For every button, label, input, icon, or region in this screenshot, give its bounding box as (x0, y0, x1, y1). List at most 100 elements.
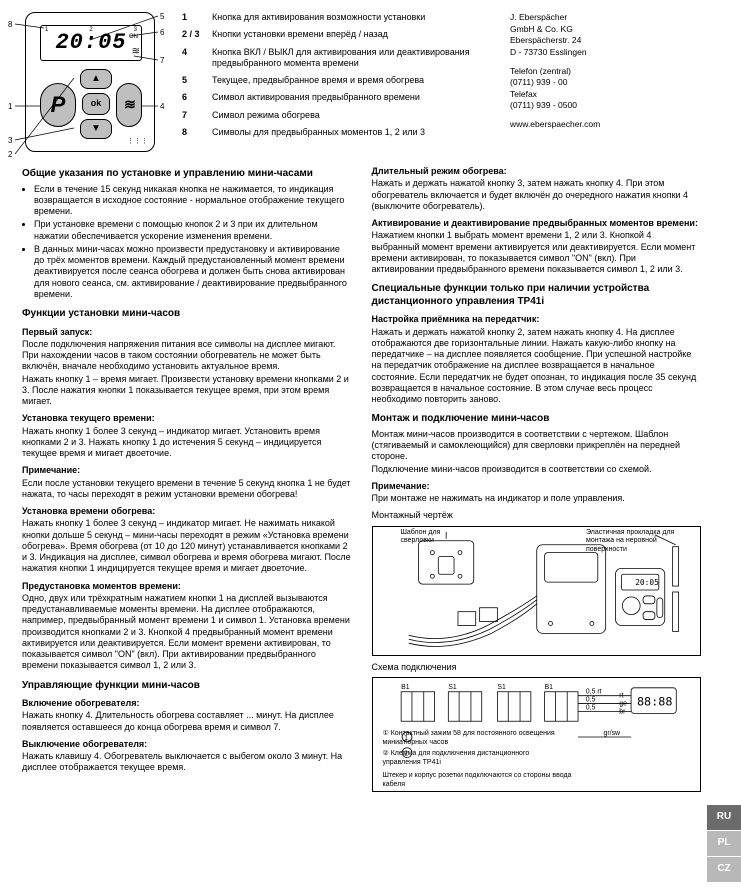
company-tel: (0711) 939 - 00 (510, 77, 730, 88)
company-web: www.eberspaecher.com (510, 119, 730, 130)
callout-1: 1 (8, 102, 12, 112)
fig-label-template: Шаблон для сверловки (401, 529, 471, 547)
callout-6: 6 (160, 28, 164, 38)
h-ctrl: Управляющие функции мини-часов (22, 680, 352, 693)
company-street: Eberspächerstr. 24 (510, 35, 730, 46)
w-ge: ge (619, 700, 627, 707)
wiring-note3: Штекер и корпус розетки подключаются со … (383, 772, 583, 790)
p-rx: Нажать и держать нажатой кнопку 2, затем… (372, 327, 702, 406)
h-first: Первый запуск: (22, 327, 352, 338)
lang-tab-ru[interactable]: RU (707, 805, 741, 830)
language-tabs: RU PL CZ (707, 805, 741, 883)
p-mount2: Подключение мини-часов производится в со… (372, 464, 702, 475)
company-name2: GmbH & Co. KG (510, 24, 730, 35)
h-funcset: Функции установки мини-часов (22, 308, 352, 321)
callout-8: 8 (8, 20, 12, 30)
callout-5: 5 (160, 12, 164, 22)
p-note2: При монтаже не нажимать на индикатор и п… (372, 493, 702, 504)
lcd-preset-1: 1 (45, 27, 48, 35)
w-05a: 0,5 (585, 696, 595, 703)
device-diagram: 1 2 3 20:05 ON ≋ P ▲ ok ▼ ≋ ⋮⋮⋮ (25, 12, 155, 152)
lang-tab-pl[interactable]: PL (707, 831, 741, 856)
legend-row-6: 7Символ режима обогрева (182, 110, 492, 121)
cap-mount: Монтажный чертёж (372, 510, 702, 521)
callout-4: 4 (160, 102, 164, 112)
legend-row-3: 4Кнопка ВКЛ / ВЫКЛ для активирования или… (182, 47, 492, 70)
h-general: Общие указания по установке и управлению… (22, 168, 352, 181)
lcd-preset-indicators: 1 2 3 (45, 27, 137, 35)
p-long: Нажать и держать нажатой кнопку 3, затем… (372, 178, 702, 212)
h-long: Длительный режим обогрева: (372, 166, 702, 177)
callout-2: 2 (8, 150, 12, 160)
legend-num-4: 5 (182, 75, 212, 86)
p-act: Нажатием кнопки 1 выбрать момент времени… (372, 230, 702, 275)
device-ok-button: ok (82, 93, 110, 115)
w-s1a: S1 (448, 684, 457, 691)
p-mount1: Монтаж мини-часов производится в соответ… (372, 429, 702, 463)
legend-txt-4: Текущее, предвыбранное время и время обо… (212, 75, 492, 86)
device-heat-button: ≋ (116, 83, 142, 127)
legend-txt-6: Символ режима обогрева (212, 110, 492, 121)
h-setcur: Установка текущего времени: (22, 413, 352, 424)
device-p-button: P (40, 83, 76, 127)
body-columns: Общие указания по установке и управлению… (0, 158, 741, 792)
h-spec: Специальные функции только при наличии у… (372, 283, 702, 308)
p-on: Нажать кнопку 4. Длительность обогрева с… (22, 710, 352, 733)
legend-num-6: 7 (182, 110, 212, 121)
general-bullet-3: В данных мини-часах можно произвести пре… (34, 244, 352, 300)
legend-num-7: 8 (182, 127, 212, 138)
lcd-preset-2: 2 (89, 27, 92, 35)
general-bullet-2: При установке времени с помощью кнопок 2… (34, 219, 352, 242)
device-down-button: ▼ (80, 119, 112, 139)
p-off: Нажать клавишу 4. Обогреватель выключает… (22, 751, 352, 774)
h-setheat: Установка времени обогрева: (22, 506, 352, 517)
p-first2: Нажать кнопку 1 – время мигает. Произвес… (22, 374, 352, 408)
cap-wiring: Схема подключения (372, 662, 702, 673)
general-bullet-1: Если в течение 15 секунд никакая кнопка … (34, 184, 352, 218)
mini-lcd-time-svg: 20:05 (635, 578, 659, 587)
device-logo: ⋮⋮⋮ (127, 138, 148, 147)
company-info: J. Eberspächer GmbH & Co. KG Eberspächer… (500, 8, 730, 152)
legend-row-7: 8Символы для предвыбранных моментов 1, 2… (182, 127, 492, 138)
callout-7: 7 (160, 56, 164, 66)
wiring-note1: ① Контактный зажим 58 для постоянного ос… (383, 730, 563, 748)
w-disp: 88:88 (636, 694, 671, 708)
p-preset: Одно, двух или трёхкратным нажатием кноп… (22, 593, 352, 672)
legend-txt-1: Кнопка для активирования возможности уст… (212, 12, 492, 23)
device-diagram-column: 1 2 3 20:05 ON ≋ P ▲ ok ▼ ≋ ⋮⋮⋮ 1 2 3 4 … (10, 8, 170, 152)
legend-num-1: 1 (182, 12, 212, 23)
legend-row-4: 5Текущее, предвыбранное время и время об… (182, 75, 492, 86)
company-fax-label: Telefax (510, 89, 730, 100)
w-rt: rt (619, 692, 623, 699)
p-setheat: Нажать кнопку 1 более 3 секунд – индикат… (22, 518, 352, 574)
legend-txt-7: Символы для предвыбранных моментов 1, 2 … (212, 127, 492, 138)
w-05b: 0,5 (585, 704, 595, 711)
lang-tab-cz[interactable]: CZ (707, 857, 741, 882)
legend-txt-2: Кнопки установки времени вперёд / назад (212, 29, 492, 40)
h-note: Примечание: (22, 465, 352, 476)
legend-num-5: 6 (182, 92, 212, 103)
legend-row-2: 2 / 3Кнопки установки времени вперёд / н… (182, 29, 492, 40)
legend-row-1: 1Кнопка для активирования возможности ус… (182, 12, 492, 23)
device-lcd: 1 2 3 20:05 ON ≋ (40, 25, 142, 61)
legend-num-2: 2 / 3 (182, 29, 212, 40)
h-note2: Примечание: (372, 481, 702, 492)
legend-column: 1Кнопка для активирования возможности ус… (170, 8, 500, 152)
legend-txt-5: Символ активирования предвыбранного врем… (212, 92, 492, 103)
p-note: Если после установки текущего времени в … (22, 478, 352, 501)
right-column: Длительный режим обогрева: Нажать и держ… (372, 160, 732, 792)
company-fax: (0711) 939 - 0500 (510, 100, 730, 111)
w-05rt: 0,5 rt (585, 688, 601, 695)
callout-3: 3 (8, 136, 12, 146)
legend-txt-3: Кнопка ВКЛ / ВЫКЛ для активирования или … (212, 47, 492, 70)
fig-label-gasket: Эластичная прокладка для монтажа на неро… (586, 529, 696, 555)
lcd-heat-symbol: ≋ (132, 46, 138, 59)
h-rx: Настройка приёмника на передатчик: (372, 314, 702, 325)
company-tel-label: Telefon (zentral) (510, 66, 730, 77)
w-s1b: S1 (497, 684, 506, 691)
company-name: J. Eberspächer (510, 12, 730, 23)
w-br: br (619, 708, 626, 715)
wiring-figure: B1 S1 S1 B1 0,5 rt 0,5 0,5 rt ge br gr/s… (372, 677, 702, 792)
h-act: Активирование и деактивирование предвыбр… (372, 218, 702, 229)
legend-row-5: 6Символ активирования предвыбранного вре… (182, 92, 492, 103)
